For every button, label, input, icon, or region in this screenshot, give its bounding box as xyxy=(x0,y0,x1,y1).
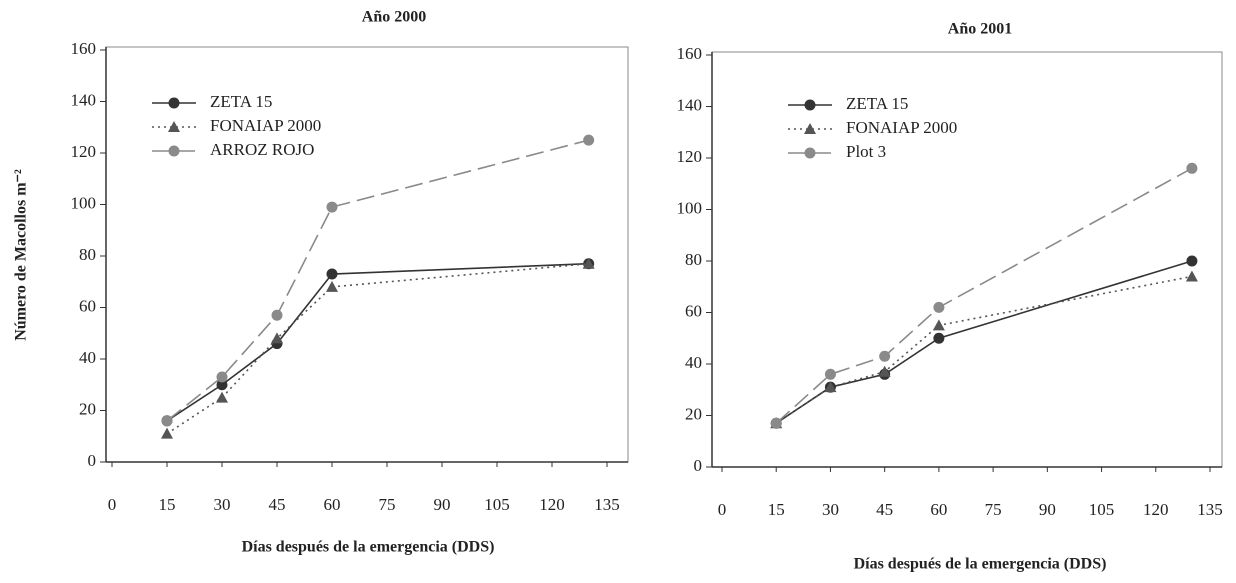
x-tick-label: 105 xyxy=(484,495,510,514)
legend-label: FONAIAP 2000 xyxy=(210,116,321,135)
series-line xyxy=(166,262,589,422)
legend-marker xyxy=(804,123,816,134)
x-tick-label: 45 xyxy=(876,500,893,519)
chart-title: Año 2001 xyxy=(948,21,1012,38)
legend-marker xyxy=(804,99,816,111)
marker xyxy=(932,319,945,331)
legend-marker xyxy=(168,97,180,109)
legend-label: FONAIAP 2000 xyxy=(846,118,957,137)
marker xyxy=(161,427,173,439)
marker xyxy=(583,134,595,146)
y-tick-label: 80 xyxy=(685,250,702,269)
marker xyxy=(824,368,836,380)
plot-frame xyxy=(711,51,1223,468)
x-tick-label: 120 xyxy=(539,495,565,514)
y-tick-label: 80 xyxy=(79,245,96,264)
marker xyxy=(326,268,338,280)
legend-marker xyxy=(168,145,180,157)
legend-marker xyxy=(804,147,816,159)
plot-frame xyxy=(105,46,629,463)
x-tick-label: 120 xyxy=(1143,500,1169,519)
y-tick-label: 140 xyxy=(71,90,97,109)
series-line xyxy=(166,262,589,435)
marker xyxy=(1185,270,1198,282)
marker xyxy=(216,391,228,403)
marker xyxy=(770,417,782,429)
y-tick-label: 120 xyxy=(71,142,97,161)
marker xyxy=(933,301,945,313)
y-tick-label: 0 xyxy=(88,451,97,470)
x-tick-label: 90 xyxy=(434,495,451,514)
y-axis-label: Número de Macollos m⁻² xyxy=(13,169,30,341)
y-tick-label: 160 xyxy=(71,39,97,58)
y-tick-label: 140 xyxy=(677,95,703,114)
y-tick-label: 120 xyxy=(677,147,703,166)
y-tick-label: 60 xyxy=(79,296,96,315)
legend-marker xyxy=(168,121,180,132)
y-tick-label: 100 xyxy=(677,198,703,217)
marker xyxy=(824,381,837,393)
chart-title: Año 2000 xyxy=(362,9,426,26)
y-tick-label: 0 xyxy=(694,456,703,475)
x-tick-label: 30 xyxy=(214,495,231,514)
x-tick-label: 0 xyxy=(108,495,117,514)
y-tick-label: 20 xyxy=(79,399,96,418)
x-tick-label: 75 xyxy=(379,495,396,514)
y-tick-label: 60 xyxy=(685,301,702,320)
marker xyxy=(216,371,228,383)
marker xyxy=(582,257,595,269)
x-axis-label: Días después de la emergencia (DDS) xyxy=(242,539,495,556)
legend-label: ARROZ ROJO xyxy=(210,140,314,159)
x-axis-label: Días después de la emergencia (DDS) xyxy=(854,556,1107,573)
marker xyxy=(1186,162,1198,174)
y-tick-label: 40 xyxy=(79,348,96,367)
x-tick-label: 90 xyxy=(1039,500,1056,519)
x-tick-label: 60 xyxy=(324,495,341,514)
marker xyxy=(326,201,338,213)
y-tick-label: 100 xyxy=(71,193,97,212)
x-tick-label: 30 xyxy=(822,500,839,519)
x-tick-label: 60 xyxy=(930,500,947,519)
y-tick-label: 40 xyxy=(685,353,702,372)
x-tick-label: 15 xyxy=(768,500,785,519)
marker xyxy=(271,309,283,321)
series-line xyxy=(775,260,1193,424)
marker xyxy=(326,280,338,292)
marker xyxy=(933,332,945,344)
y-tick-label: 160 xyxy=(677,44,703,63)
series-line xyxy=(775,275,1193,424)
x-tick-label: 135 xyxy=(1197,500,1223,519)
marker xyxy=(1186,255,1198,267)
x-tick-label: 105 xyxy=(1089,500,1115,519)
marker xyxy=(271,332,283,344)
x-tick-label: 75 xyxy=(985,500,1002,519)
marker xyxy=(878,365,891,377)
marker xyxy=(879,350,891,362)
x-tick-label: 135 xyxy=(594,495,620,514)
marker xyxy=(216,379,228,391)
legend-label: ZETA 15 xyxy=(210,92,272,111)
x-tick-label: 15 xyxy=(159,495,176,514)
legend-label: Plot 3 xyxy=(846,142,886,161)
marker xyxy=(161,415,173,427)
x-tick-label: 0 xyxy=(718,500,727,519)
x-tick-label: 45 xyxy=(269,495,286,514)
y-tick-label: 20 xyxy=(685,404,702,423)
legend-label: ZETA 15 xyxy=(846,94,908,113)
